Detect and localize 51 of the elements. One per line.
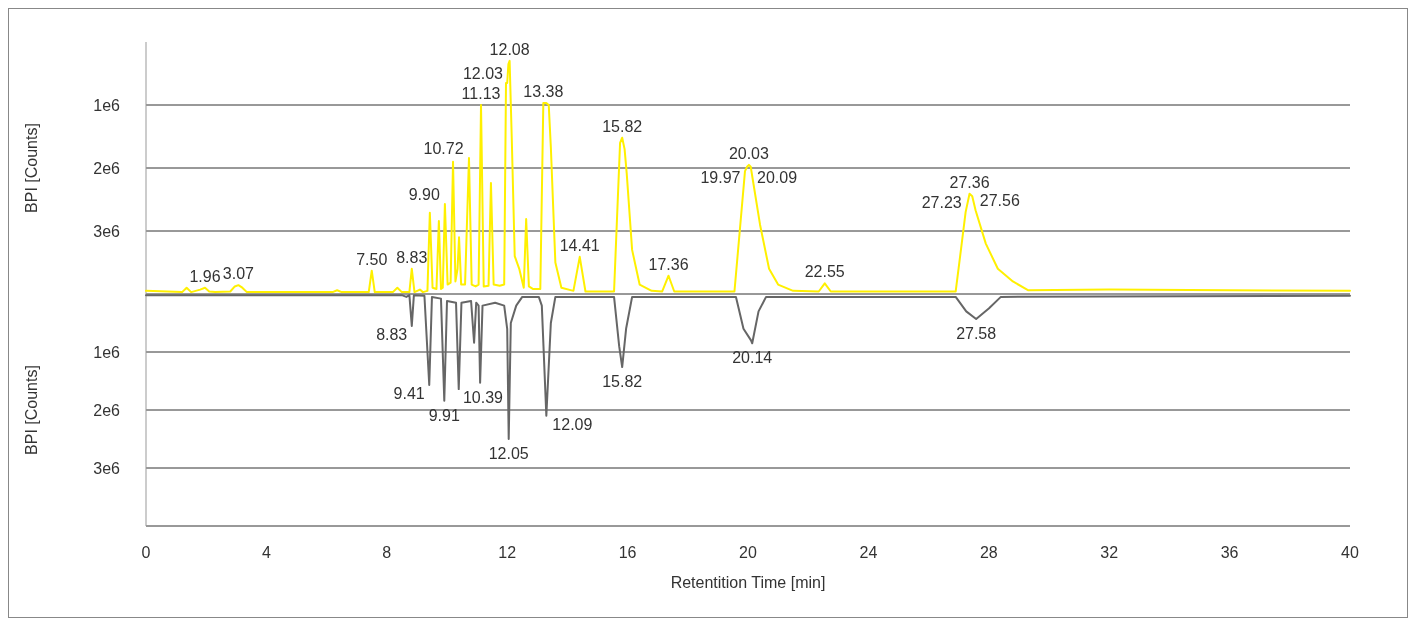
y-tick-label: 3e6 (93, 222, 121, 240)
annotation: 17.36 (648, 255, 689, 273)
line-series (145, 294, 1351, 440)
y-axis-title: BPI [Counts] (23, 123, 40, 213)
y-tick-label: 2e6 (93, 159, 121, 177)
x-tick-label: 24 (859, 544, 878, 561)
x-tick-label: 16 (618, 544, 637, 561)
annotation: 12.08 (489, 40, 530, 58)
annotation: 10.39 (462, 389, 504, 407)
annotation: 13.38 (523, 83, 564, 101)
annotation: 19.97 (700, 168, 741, 186)
annotation: 27.23 (921, 194, 962, 212)
x-tick-label: 36 (1220, 544, 1239, 561)
x-tick-label: 40 (1341, 544, 1359, 561)
annotation: 3.07 (222, 265, 255, 283)
annotation: 27.56 (979, 192, 1020, 210)
y-tick-label: 3e6 (93, 459, 121, 477)
annotation: 12.03 (462, 64, 504, 82)
y-tick-label: 1e6 (93, 343, 121, 361)
annotation: 20.09 (757, 168, 798, 186)
annotation: 15.82 (602, 117, 643, 135)
x-tick-label: 20 (739, 544, 757, 561)
x-axis-title: Retentition Time [min] (670, 574, 826, 591)
x-tick-label: 4 (261, 544, 271, 561)
annotation: 27.36 (949, 173, 990, 191)
annotation: 10.72 (423, 139, 464, 157)
annotation: 20.14 (732, 349, 773, 367)
annotation: 20.03 (728, 144, 770, 162)
annotation: 15.82 (602, 373, 643, 391)
x-tick-label: 0 (141, 544, 151, 561)
x-tick-label: 32 (1100, 544, 1119, 561)
x-tick-label: 28 (979, 544, 998, 561)
annotation: 8.83 (376, 325, 408, 343)
annotation: 7.50 (356, 250, 388, 268)
annotation: 22.55 (804, 263, 845, 281)
y-tick-label: 2e6 (93, 401, 121, 419)
annotation: 8.83 (396, 248, 428, 266)
y-axis-title: BPI [Counts] (23, 365, 40, 455)
x-tick-label: 8 (382, 544, 392, 561)
annotation: 1.96 (189, 267, 221, 285)
y-tick-label: 1e6 (93, 96, 121, 114)
annotation: 12.09 (552, 415, 593, 433)
annotation: 9.41 (393, 385, 425, 403)
annotation: 27.58 (956, 324, 997, 342)
annotation: 12.05 (488, 445, 529, 462)
line-series (145, 59, 1351, 294)
annotation: 9.91 (428, 406, 460, 424)
x-tick-label: 12 (498, 544, 517, 561)
annotation: 14.41 (559, 236, 600, 254)
annotation: 9.90 (408, 185, 440, 203)
annotation: 11.13 (461, 85, 501, 102)
